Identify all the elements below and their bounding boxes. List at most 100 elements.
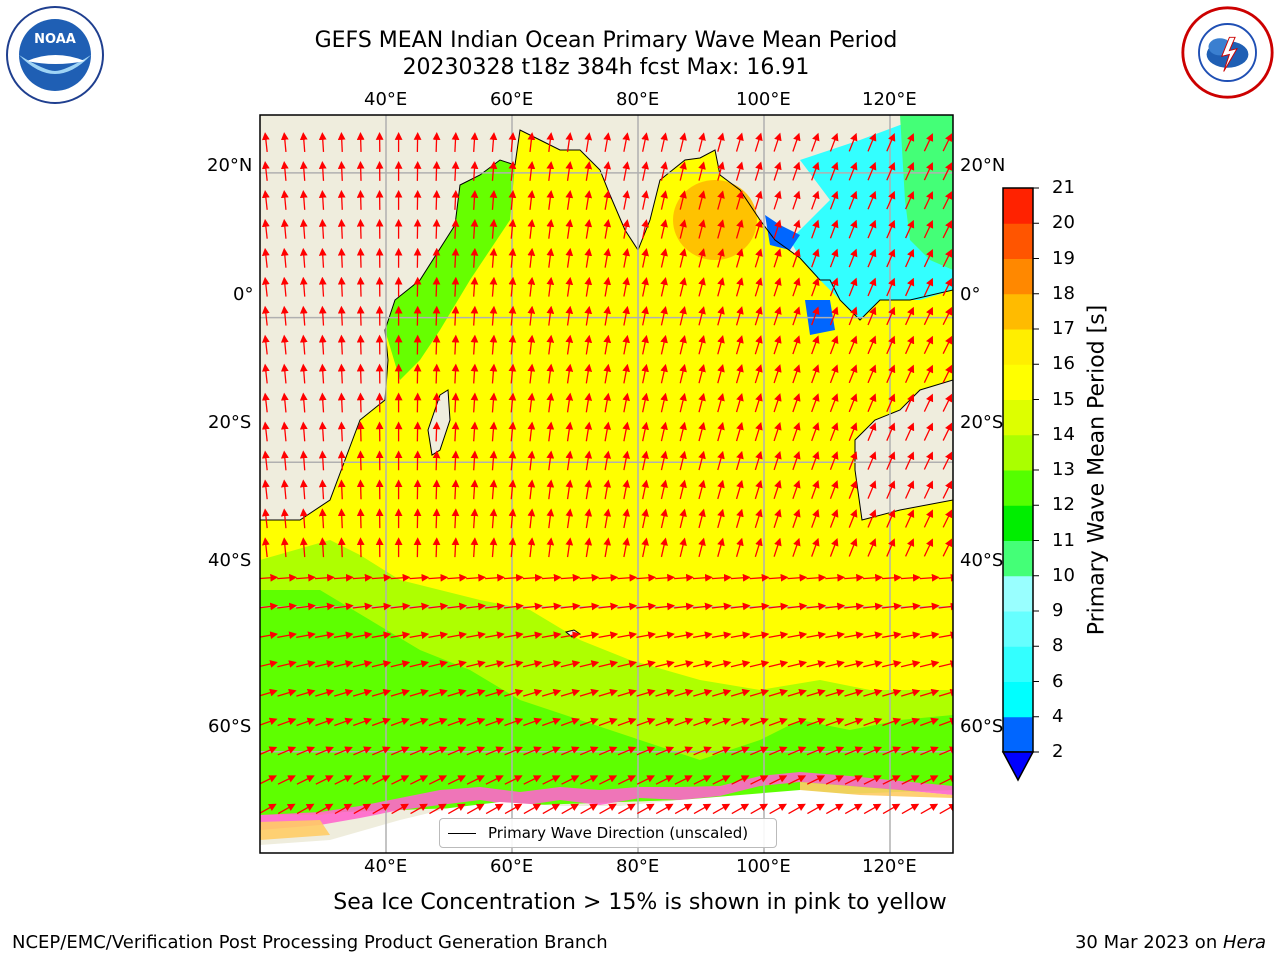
wave-arrow xyxy=(792,190,801,210)
wave-arrow xyxy=(825,688,845,697)
wave-arrow xyxy=(334,688,354,697)
wave-arrow xyxy=(489,218,498,239)
wave-arrow xyxy=(579,660,600,668)
wave-arrow xyxy=(337,218,346,239)
wave-arrow xyxy=(565,421,574,442)
wave-arrow xyxy=(905,451,915,470)
wave-arrow xyxy=(660,305,668,326)
wave-arrow xyxy=(466,660,486,668)
wave-arrow xyxy=(565,450,574,471)
wave-arrow xyxy=(622,479,631,500)
wave-arrow xyxy=(923,422,934,441)
wave-arrow xyxy=(337,450,346,471)
colorbar-tick-label: 6 xyxy=(1052,670,1064,692)
wave-arrow xyxy=(260,717,278,726)
wave-arrow xyxy=(451,363,460,384)
wave-arrow xyxy=(337,537,346,558)
wave-arrow xyxy=(679,508,687,529)
wave-arrow xyxy=(717,161,725,181)
wave-arrow xyxy=(296,660,316,668)
wave-arrow xyxy=(260,746,278,756)
colorbar-segment xyxy=(1003,258,1033,295)
wave-arrow xyxy=(622,363,631,384)
colorbar-segment xyxy=(1003,681,1033,718)
wave-arrow xyxy=(655,688,675,697)
wave-arrow xyxy=(299,363,308,384)
wave-arrow xyxy=(546,334,555,355)
wave-arrow xyxy=(829,190,839,210)
wave-arrow xyxy=(867,364,877,384)
wave-arrow xyxy=(390,660,411,668)
wave-arrow xyxy=(580,803,598,815)
wave-arrow xyxy=(527,363,536,384)
wave-arrow xyxy=(693,775,712,785)
wave-arrow xyxy=(546,132,555,152)
wave-arrow xyxy=(773,479,782,500)
wave-arrow xyxy=(901,717,921,727)
wave-arrow xyxy=(466,803,485,815)
wave-arrow xyxy=(315,775,334,785)
wave-arrow xyxy=(754,393,763,413)
wave-arrow xyxy=(867,248,877,268)
wave-arrow xyxy=(886,364,896,384)
wave-arrow xyxy=(829,393,839,413)
wave-arrow xyxy=(735,450,744,471)
wave-arrow xyxy=(942,335,953,354)
wave-arrow xyxy=(655,775,674,785)
wave-arrow xyxy=(637,803,655,815)
wave-arrow xyxy=(806,688,826,697)
wave-arrow xyxy=(296,602,316,611)
wave-arrow xyxy=(787,746,807,756)
wave-arrow xyxy=(942,277,953,297)
wave-arrow xyxy=(674,775,693,785)
wave-arrow xyxy=(712,717,732,727)
wave-arrow xyxy=(717,421,725,442)
wave-arrow xyxy=(390,602,411,611)
wave-arrow xyxy=(942,480,953,499)
wave-arrow xyxy=(353,746,372,756)
wave-arrow xyxy=(735,248,744,268)
wave-arrow xyxy=(848,248,858,268)
wave-arrow xyxy=(660,421,668,442)
colorbar-segment xyxy=(1003,188,1033,224)
wave-arrow xyxy=(318,161,327,181)
wave-arrow xyxy=(541,631,562,640)
wave-arrow xyxy=(886,393,896,413)
wave-arrow xyxy=(698,190,706,210)
wave-arrow xyxy=(867,422,877,441)
wave-arrow xyxy=(811,306,820,326)
wave-arrow xyxy=(792,335,801,355)
wave-arrow xyxy=(579,746,599,756)
wave-arrow xyxy=(466,573,487,582)
colorbar-segment xyxy=(1003,364,1033,400)
wave-arrow xyxy=(679,450,687,471)
wave-arrow xyxy=(825,573,846,582)
wave-arrow xyxy=(503,602,524,611)
wave-arrow xyxy=(735,219,744,239)
colorbar-segment xyxy=(1003,575,1033,612)
wave-arrow xyxy=(470,276,479,297)
wave-arrow xyxy=(848,161,858,181)
wave-arrow xyxy=(750,803,769,815)
colorbar-under-arrow xyxy=(1001,751,1035,782)
wave-arrow xyxy=(731,746,750,756)
wave-arrow xyxy=(470,305,479,326)
wave-arrow xyxy=(508,421,517,442)
wave-arrow xyxy=(470,218,479,239)
wave-arrow xyxy=(641,363,649,384)
wave-arrow xyxy=(260,602,279,611)
wave-arrow xyxy=(260,688,278,697)
wave-arrow xyxy=(886,219,896,239)
lat-label-left-40s: 40°S xyxy=(208,550,252,571)
wave-arrow xyxy=(773,161,782,181)
colorbar-segment xyxy=(1003,505,1033,541)
wave-arrow xyxy=(730,573,751,582)
wave-arrow xyxy=(280,218,289,239)
wave-arrow xyxy=(829,509,839,528)
wave-arrow xyxy=(470,392,479,413)
wave-arrow xyxy=(905,422,915,441)
wave-arrow xyxy=(905,335,915,355)
wave-arrow xyxy=(603,247,612,268)
title-line-2: 20230328 t18z 384h fcst Max: 16.91 xyxy=(402,55,810,80)
wave-arrow xyxy=(773,422,782,442)
